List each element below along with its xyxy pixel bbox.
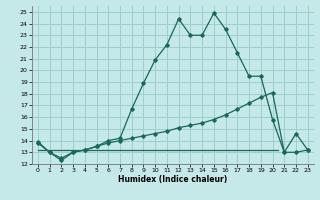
X-axis label: Humidex (Indice chaleur): Humidex (Indice chaleur) bbox=[118, 175, 228, 184]
